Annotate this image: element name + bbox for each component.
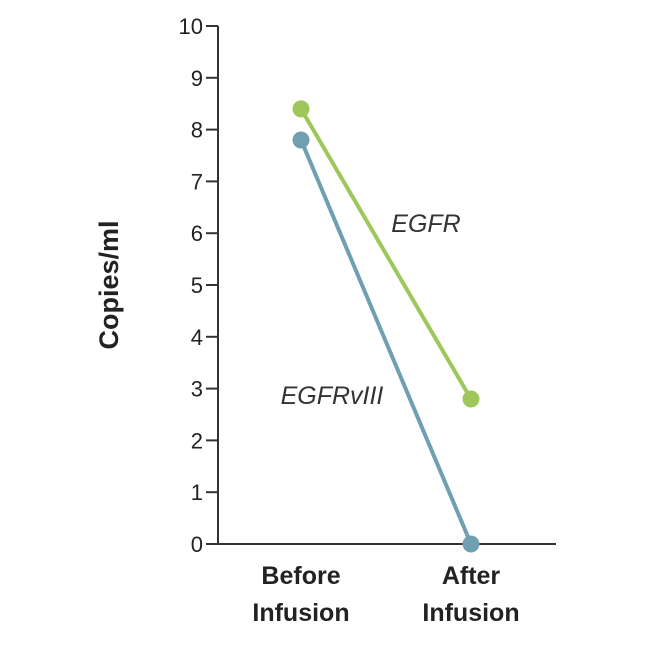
series-labels: EGFR EGFRvIII	[281, 210, 461, 410]
y-axis: 0 1 2 3 4 5 6 7 8 9 10	[179, 14, 219, 557]
x-category-label-line: Before	[261, 562, 340, 590]
y-tick-label: 0	[191, 532, 203, 557]
series-line-0	[299, 107, 473, 400]
y-tick-label: 7	[191, 169, 203, 194]
y-tick-label: 5	[191, 273, 203, 298]
y-tick-label: 4	[191, 325, 203, 350]
data-point	[462, 535, 480, 553]
series-label: EGFRvIII	[281, 382, 384, 410]
y-axis-title: Copies/ml	[94, 220, 124, 349]
y-tick-label: 2	[191, 428, 203, 453]
data-point	[292, 131, 310, 149]
y-tick-label: 9	[191, 66, 203, 91]
x-axis: Before Infusion After Infusion	[218, 543, 556, 627]
x-category-label-line: After	[442, 562, 501, 590]
data-point	[292, 100, 310, 118]
y-tick-label: 10	[179, 14, 203, 39]
x-category-label-line: Infusion	[422, 599, 519, 627]
y-tick-label: 8	[191, 118, 203, 143]
y-tick-label: 3	[191, 377, 203, 402]
x-category-label: After Infusion	[422, 562, 519, 627]
x-category-label-line: Infusion	[252, 599, 349, 627]
x-category-label: Before Infusion	[252, 562, 349, 627]
y-tick-label: 6	[191, 221, 203, 246]
series-line-1	[299, 139, 473, 545]
series-layer	[292, 100, 480, 553]
data-point	[462, 390, 480, 408]
y-tick-label: 1	[191, 480, 203, 505]
series-label: EGFR	[391, 210, 460, 238]
